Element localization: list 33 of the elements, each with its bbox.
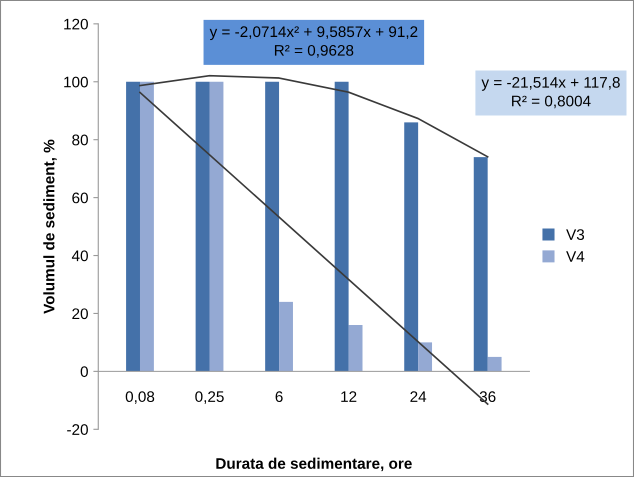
line-series [139,74,489,158]
y-tick-label: 80 [72,134,88,146]
y-tick-label: 100 [64,76,88,88]
bar [140,82,154,372]
bar [126,82,140,372]
bar [404,122,418,372]
y-tick-label: 120 [64,18,88,30]
y-tick-label: 40 [72,250,88,262]
bar [488,356,502,372]
bar [474,157,488,372]
annotation: y = -2,0714x² + 9,5857x + 91,2 R² = 0,9628 [210,26,418,58]
bar [334,82,349,372]
x-tick-label: 12 [341,391,356,402]
y-axis-title: Volumul de sediment, % [43,140,57,314]
bar [210,82,224,372]
x-tick-label: 24 [410,391,426,402]
x-axis-title: Durata de sedimentare, ore [216,458,412,472]
x-tick-label: 0,08 [126,391,154,404]
bar [196,82,210,372]
bar [418,342,432,372]
y-tick-label: -20 [67,424,88,435]
legend-label: V3 [566,229,584,240]
bar [265,82,280,372]
legend-label: V4 [566,251,584,262]
annotation: y = -21,514x + 117,8 R² = 0,8004 [481,76,620,108]
y-tick-label: 20 [72,308,88,320]
bar [348,325,363,372]
x-tick-label: 0,25 [195,391,224,404]
y-tick-label: 60 [72,192,88,204]
x-tick-label: 6 [276,391,283,402]
y-tick-label: 0 [80,366,88,378]
x-tick-label: 36 [480,391,496,402]
bar [279,302,293,372]
